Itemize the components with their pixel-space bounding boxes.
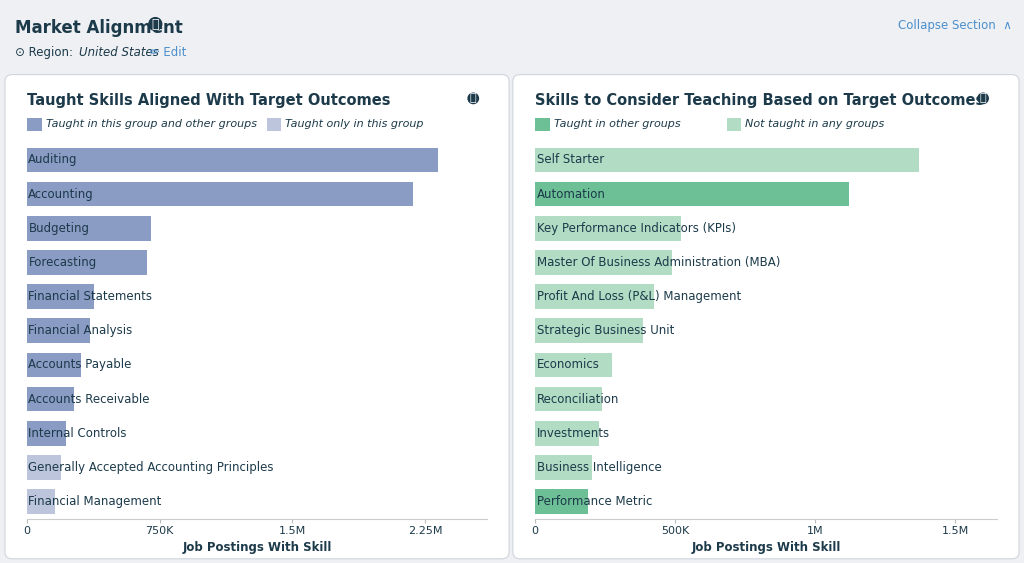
- FancyBboxPatch shape: [5, 74, 509, 559]
- FancyBboxPatch shape: [535, 118, 550, 131]
- Text: Market Alignment: Market Alignment: [15, 19, 183, 37]
- FancyBboxPatch shape: [267, 118, 282, 131]
- Text: ✏ Edit: ✏ Edit: [146, 46, 186, 59]
- FancyBboxPatch shape: [727, 118, 741, 131]
- FancyBboxPatch shape: [27, 118, 42, 131]
- FancyBboxPatch shape: [513, 74, 1019, 559]
- Text: Taught only in this group: Taught only in this group: [286, 119, 424, 129]
- Text: Collapse Section  ∧: Collapse Section ∧: [898, 19, 1012, 32]
- Text: ⊙ Region:: ⊙ Region:: [15, 46, 77, 59]
- Text: ⓘ: ⓘ: [470, 93, 476, 104]
- Text: Skills to Consider Teaching Based on Target Outcomes: Skills to Consider Teaching Based on Tar…: [535, 93, 984, 109]
- Text: Taught in other groups: Taught in other groups: [554, 119, 680, 129]
- Text: ⓘ: ⓘ: [980, 93, 986, 104]
- Text: Not taught in any groups: Not taught in any groups: [745, 119, 885, 129]
- Text: United States: United States: [79, 46, 159, 59]
- Text: Taught in this group and other groups: Taught in this group and other groups: [46, 119, 257, 129]
- Text: Taught Skills Aligned With Target Outcomes: Taught Skills Aligned With Target Outcom…: [27, 93, 390, 109]
- Text: ⓘ: ⓘ: [152, 17, 159, 30]
